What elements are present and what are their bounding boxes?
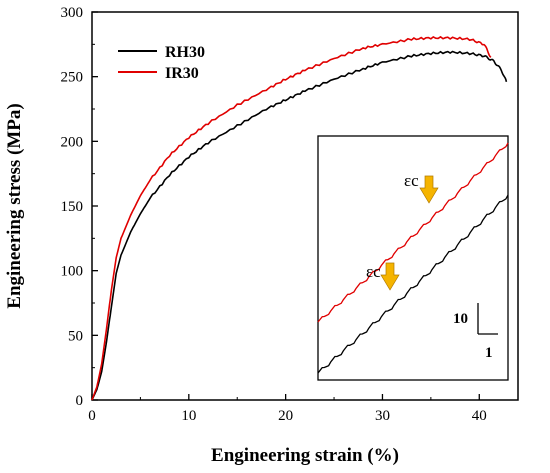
series-line-ir30 bbox=[91, 35, 492, 401]
y-tick-label: 200 bbox=[61, 134, 84, 150]
arrow-down-icon bbox=[380, 262, 400, 291]
scale-bar-x-label: 1 bbox=[485, 345, 493, 361]
x-tick-label: 20 bbox=[278, 408, 293, 424]
series-line-rh30 bbox=[91, 50, 508, 401]
y-tick-label: 300 bbox=[61, 5, 84, 21]
inset-panel: εc εc 10 1 bbox=[317, 135, 509, 381]
inset-annotation-lower: εc bbox=[366, 262, 381, 281]
x-tick-label: 40 bbox=[472, 408, 487, 424]
x-tick-label: 30 bbox=[375, 408, 390, 424]
y-tick-label: 100 bbox=[61, 264, 84, 280]
inset-curve-rh30 bbox=[317, 194, 509, 374]
y-tick-label: 250 bbox=[61, 70, 84, 86]
y-tick-label: 150 bbox=[61, 199, 84, 215]
x-tick-label: 0 bbox=[88, 408, 96, 424]
inset-annotation-upper: εc bbox=[404, 171, 419, 190]
y-tick-label: 0 bbox=[76, 393, 84, 409]
scale-bar-y-label: 10 bbox=[453, 311, 468, 327]
x-axis-title: Engineering strain (%) bbox=[211, 445, 399, 466]
y-axis-title: Engineering stress (MPa) bbox=[4, 103, 25, 308]
series-layer bbox=[91, 35, 508, 401]
inset-curve-ir30 bbox=[317, 142, 509, 323]
x-tick-label: 10 bbox=[181, 408, 196, 424]
arrow-down-icon bbox=[419, 175, 439, 204]
legend: RH30 IR30 bbox=[118, 44, 205, 82]
x-axis-ticks: 0 10 20 30 40 bbox=[88, 394, 487, 424]
y-axis-ticks: 0 50 100 150 200 250 300 bbox=[61, 5, 98, 409]
legend-label-rh30: RH30 bbox=[165, 44, 205, 61]
y-tick-label: 50 bbox=[68, 328, 83, 344]
legend-label-ir30: IR30 bbox=[165, 65, 199, 82]
inset-frame bbox=[317, 135, 509, 381]
